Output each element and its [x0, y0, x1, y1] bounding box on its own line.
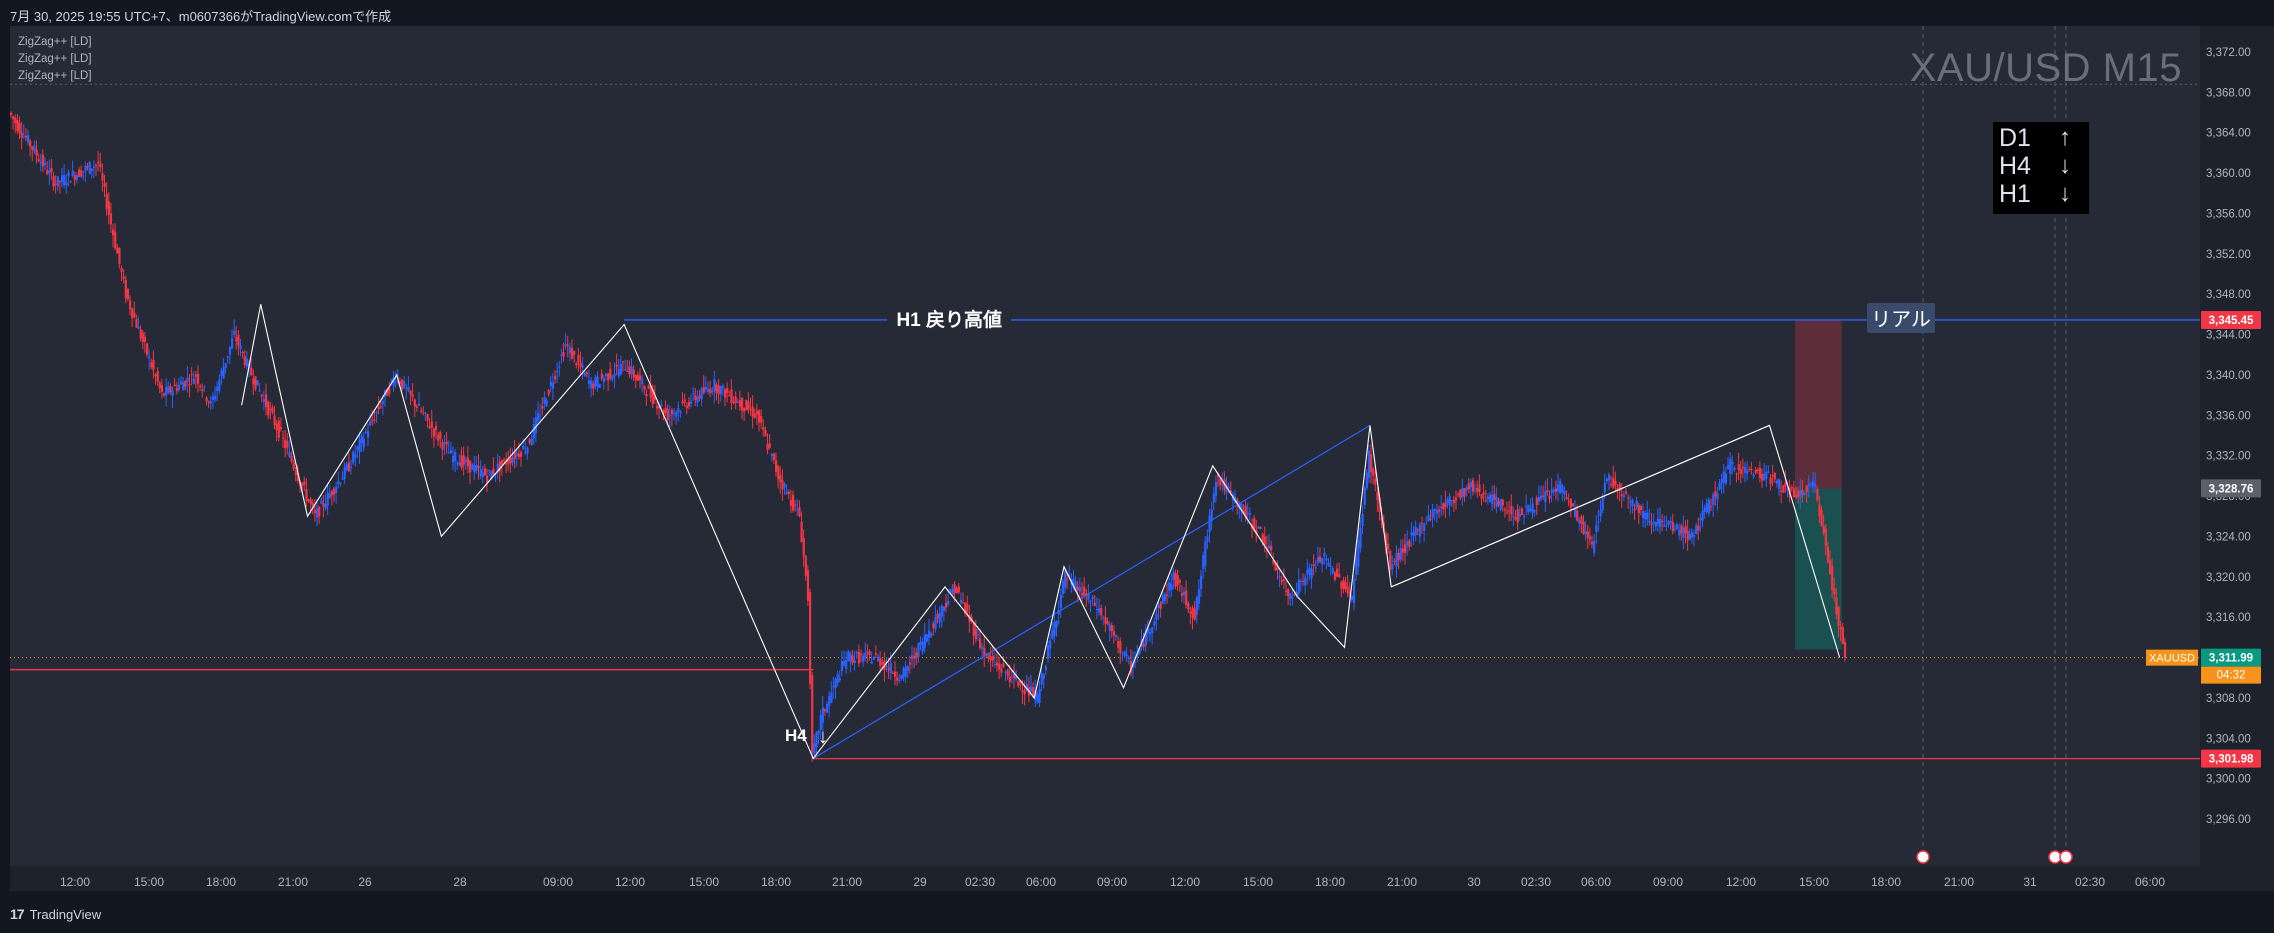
tradingview-logo[interactable]: 17 TradingView	[10, 906, 101, 922]
brand-name: TradingView	[29, 906, 102, 922]
top-caption-bar: 7月 30, 2025 19:55 UTC+7、m0607366がTrading…	[0, 0, 2274, 26]
trend-direction-box: D1 ↑ H4 ↓ H1 ↓	[1993, 122, 2089, 214]
tradingview-logo-icon: 17	[10, 906, 25, 922]
trend-tf-label: H4	[1999, 152, 2031, 180]
trend-tf-label: D1	[1999, 124, 2031, 152]
indicator-label[interactable]: ZigZag++ [LD]	[18, 53, 92, 65]
indicator-label[interactable]: ZigZag++ [LD]	[18, 36, 92, 48]
symbol-watermark: XAU/USD M15	[1909, 46, 2182, 90]
chart-caption: 7月 30, 2025 19:55 UTC+7、m0607366がTrading…	[10, 9, 392, 24]
trend-tf-label: H1	[1999, 180, 2031, 208]
indicator-label[interactable]: ZigZag++ [LD]	[18, 70, 92, 82]
price-scale[interactable]	[2200, 26, 2274, 891]
footer-bar	[0, 891, 2274, 933]
time-scale[interactable]	[10, 866, 2200, 891]
arrow-down-icon: ↓	[2059, 152, 2071, 179]
arrow-up-icon: ↑	[2059, 124, 2071, 151]
arrow-down-icon: ↓	[2059, 180, 2071, 207]
indicator-legend: ZigZag++ [LD] ZigZag++ [LD] ZigZag++ [LD…	[18, 34, 92, 85]
chart-pane[interactable]	[10, 26, 2200, 866]
